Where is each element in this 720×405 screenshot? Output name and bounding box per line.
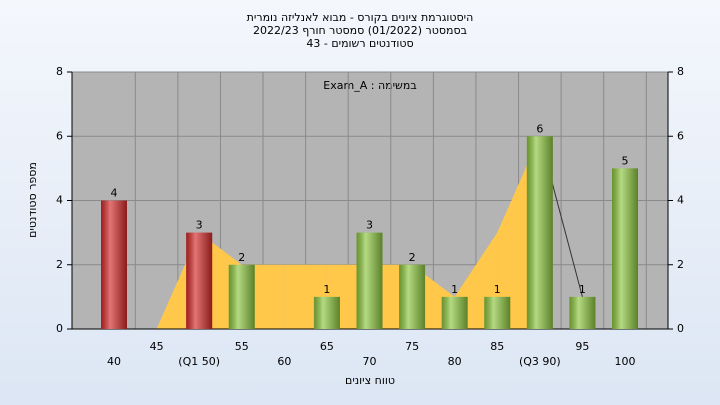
data-label: 1 [451,283,458,296]
x-tick-label: (Q1 50) [178,355,220,368]
x-tick-label: 100 [615,355,636,368]
bar-shade [186,232,213,329]
x-tick-label: 60 [277,355,291,368]
data-label: 3 [366,219,373,232]
x-tick-label: 55 [235,340,249,353]
data-label: 1 [323,283,330,296]
y-tick-label: 4 [56,194,63,207]
bar-shade [526,136,553,329]
x-tick-label: 70 [363,355,377,368]
data-label: 5 [622,154,629,167]
y-tick-label: 2 [56,258,63,271]
annotation: Exam_A : במשימה [323,79,416,92]
x-tick-label: 40 [107,355,121,368]
x-tick-label: (Q3 90) [519,355,561,368]
bar-shade [356,232,383,329]
chart-subtitle: סטודנטים רשומים - 43 [306,37,413,50]
chart-title: היסטוגרמת ציונים בקורס - מבוא לאנליזה נו… [247,11,474,24]
x-tick-label: 65 [320,340,334,353]
data-label: 2 [409,251,416,264]
y-tick-label: 0 [56,322,63,335]
y-tick-label: 8 [56,65,63,78]
data-label: 1 [494,283,501,296]
x-tick-label: 80 [448,355,462,368]
data-label: 1 [579,283,586,296]
bar-shade [313,296,340,329]
data-label: 3 [196,219,203,232]
y2-tick-label: 0 [677,322,684,335]
bar-shade [399,264,426,329]
x-tick-label: 95 [575,340,589,353]
y-tick-label: 6 [56,129,63,142]
chart-subtitle: בסמסטר (01/2022) סמסטר חורף 2022/23 [253,24,467,37]
x-tick-label: 75 [405,340,419,353]
bar-shade [101,200,127,329]
data-label: 6 [536,122,543,135]
y-axis-label: מספר סטודנטים [26,162,39,238]
bar-shade [612,168,638,329]
bar-shade [441,296,468,329]
y2-tick-label: 6 [677,129,684,142]
y2-tick-label: 8 [677,65,684,78]
data-label: 4 [111,187,118,200]
data-label: 2 [238,251,245,264]
x-axis-label: טווח ציונים [345,374,395,387]
bar-shade [484,296,511,329]
x-tick-label: 45 [150,340,164,353]
bar-shade [228,264,255,329]
bar-shade [569,296,596,329]
x-tick-label: 85 [490,340,504,353]
y2-tick-label: 4 [677,194,684,207]
y2-tick-label: 2 [677,258,684,271]
